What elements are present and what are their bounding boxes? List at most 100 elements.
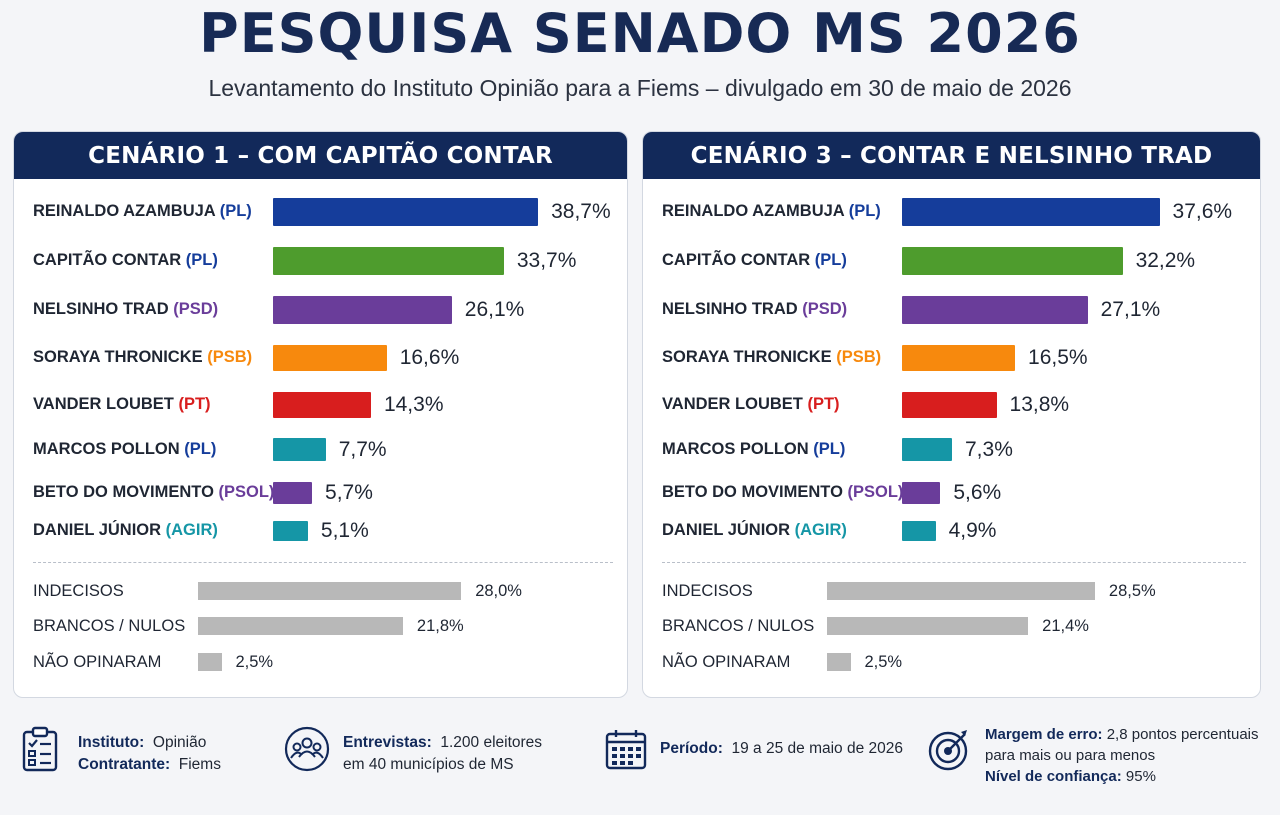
other-bar [827,582,1095,600]
candidate-party: (AGIR) [165,521,218,539]
other-value-label: 21,4% [1042,617,1089,635]
candidate-row: CAPITÃO CONTAR (PL) 32,2% [643,247,1260,275]
candidate-bar [273,438,326,461]
periodo-value: 19 a 25 de maio de 2026 [731,740,904,757]
page-title: PESQUISA SENADO MS 2026 [199,2,1081,65]
margem-line2: para mais ou para menos [985,747,1156,764]
candidate-name: VANDER LOUBET (PT) [33,395,211,414]
other-row: NÃO OPINARAM 2,5% [643,653,1260,671]
candidate-name: REINALDO AZAMBUJA (PL) [662,202,881,221]
candidate-party: (PL) [814,251,847,269]
scenario-1-panel: CENÁRIO 1 – COM CAPITÃO CONTAR REINALDO … [13,131,628,698]
candidate-bar [902,345,1016,371]
candidate-row: SORAYA THRONICKE (PSB) 16,6% [14,345,627,371]
candidate-party: (PT) [807,395,840,413]
other-row: NÃO OPINARAM 2,5% [14,653,627,671]
candidate-name-text: CAPITÃO CONTAR [33,251,186,269]
candidate-name-text: NELSINHO TRAD [33,300,174,318]
candidate-row: REINALDO AZAMBUJA (PL) 37,6% [643,198,1260,226]
candidate-bar [273,296,452,324]
candidate-row: DANIEL JÚNIOR (AGIR) 4,9% [643,519,1260,542]
candidate-row: NELSINHO TRAD (PSD) 27,1% [643,296,1260,324]
candidate-name-text: BETO DO MOVIMENTO [662,483,848,501]
instituto-label: Instituto: [78,734,145,751]
candidate-name-text: MARCOS POLLON [33,440,185,458]
candidate-row: VANDER LOUBET (PT) 14,3% [14,392,627,418]
instituto-value: Opinião [152,734,207,751]
candidate-party: (PSOL) [218,483,275,501]
candidate-party: (PL) [848,202,881,220]
candidate-name: NELSINHO TRAD (PSD) [33,300,218,319]
candidate-name-text: REINALDO AZAMBUJA [33,202,220,220]
other-row: BRANCOS / NULOS 21,4% [643,617,1260,635]
other-bar [198,582,462,600]
margem-value: 2,8 pontos percentuais [1106,726,1259,743]
candidate-value-label: 7,3% [965,438,1013,461]
scenario-1-divider [33,562,613,563]
scenario-3-title: CENÁRIO 3 – CONTAR E NELSINHO TRAD [643,132,1260,179]
candidate-name: DANIEL JÚNIOR (AGIR) [33,521,218,540]
other-bar [198,653,222,671]
scenario-3-divider [662,562,1246,563]
candidate-name: CAPITÃO CONTAR (PL) [33,251,218,270]
candidate-name: SORAYA THRONICKE (PSB) [662,348,881,367]
candidate-bar [902,198,1160,226]
candidate-value-label: 13,8% [1009,393,1070,416]
candidate-name: NELSINHO TRAD (PSD) [662,300,847,319]
scenario-3-panel: CENÁRIO 3 – CONTAR E NELSINHO TRAD REINA… [642,131,1261,698]
candidate-value-label: 27,1% [1100,298,1161,321]
candidate-name: MARCOS POLLON (PL) [662,440,845,459]
candidate-party: (AGIR) [794,521,847,539]
candidate-name: VANDER LOUBET (PT) [662,395,840,414]
candidate-value-label: 16,5% [1028,346,1088,369]
candidate-bar [902,296,1088,324]
footer-entrevistas: Entrevistas: 1.200 eleitores em 40 munic… [284,722,584,792]
other-bar [827,653,851,671]
candidate-name: DANIEL JÚNIOR (AGIR) [662,521,847,540]
other-bar [827,617,1029,635]
other-row: INDECISOS 28,0% [14,582,627,600]
candidate-party: (PL) [184,440,217,458]
candidate-name-text: SORAYA THRONICKE [662,348,837,366]
calendar-icon [605,730,647,770]
candidate-party: (PL) [185,251,218,269]
candidate-bar [902,482,941,504]
footer-periodo: Período: 19 a 25 de maio de 2026 [603,722,913,792]
candidate-value-label: 32,2% [1135,249,1196,272]
candidate-party: (PT) [178,395,211,413]
candidate-value-label: 14,3% [383,393,444,416]
candidate-row: DANIEL JÚNIOR (AGIR) 5,1% [14,519,627,542]
candidate-name: BETO DO MOVIMENTO (PSOL) [33,483,274,502]
other-label: INDECISOS [33,582,124,600]
other-label: BRANCOS / NULOS [33,617,186,635]
candidate-row: BETO DO MOVIMENTO (PSOL) 5,6% [643,481,1260,504]
candidate-party: (PSB) [836,348,882,366]
candidate-bar [273,482,313,504]
other-label: NÃO OPINARAM [33,653,162,671]
candidate-name: BETO DO MOVIMENTO (PSOL) [662,483,903,502]
candidate-name-text: SORAYA THRONICKE [33,348,208,366]
other-value-label: 2,5% [235,653,274,671]
periodo-label: Período: [660,740,723,757]
candidate-name: REINALDO AZAMBUJA (PL) [33,202,252,221]
candidate-value-label: 5,1% [320,519,369,542]
contratante-value: Fiems [178,756,221,773]
other-value-label: 2,5% [864,653,903,671]
candidate-row: MARCOS POLLON (PL) 7,3% [643,438,1260,461]
confianca-label: Nível de confiança: [985,768,1122,785]
candidate-name-text: REINALDO AZAMBUJA [662,202,849,220]
entrevistas-line2: em 40 municípios de MS [343,756,514,773]
candidate-name: SORAYA THRONICKE (PSB) [33,348,252,367]
candidate-party: (PSOL) [847,483,904,501]
candidate-party: (PSD) [173,300,219,318]
candidate-party: (PSD) [802,300,848,318]
candidate-bar [902,247,1123,275]
candidate-name-text: VANDER LOUBET [33,395,179,413]
clipboard-icon [22,726,58,772]
candidate-bar [273,247,504,275]
candidate-row: REINALDO AZAMBUJA (PL) 38,7% [14,198,627,226]
confianca-value: 95% [1125,768,1156,785]
page-subtitle: Levantamento do Instituto Opinião para a… [208,75,1072,101]
candidate-name-text: VANDER LOUBET [662,395,808,413]
candidate-value-label: 37,6% [1172,200,1233,223]
